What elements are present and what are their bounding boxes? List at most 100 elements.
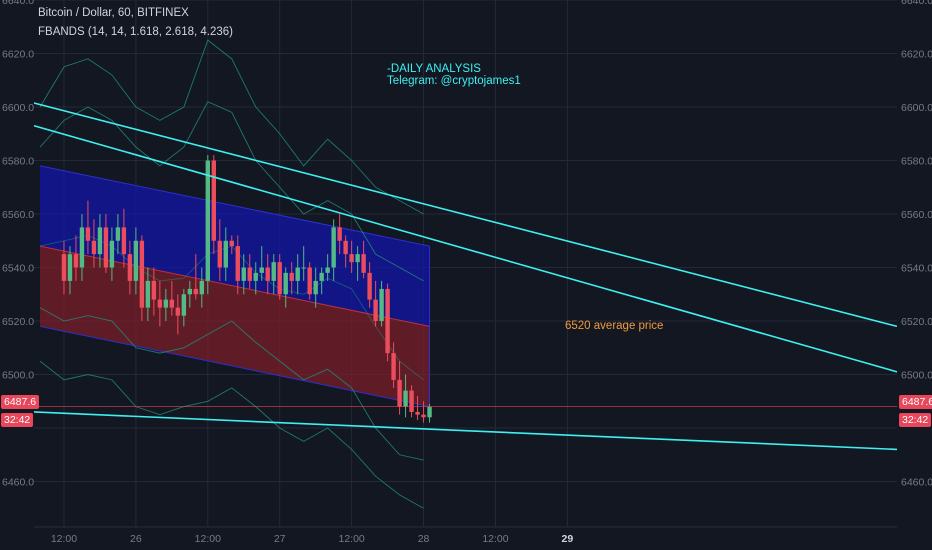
candle-body bbox=[229, 240, 234, 247]
candle bbox=[307, 262, 312, 300]
fband-line-lower1 bbox=[39, 307, 424, 461]
candle bbox=[103, 214, 109, 273]
candle bbox=[109, 227, 115, 281]
candle bbox=[67, 246, 73, 295]
annotation-daily-analysis: -DAILY ANALYSIS bbox=[387, 63, 481, 75]
trendline-1 bbox=[33, 102, 898, 328]
candle bbox=[379, 280, 384, 327]
regression-channel-lower bbox=[39, 246, 430, 407]
candle bbox=[373, 280, 378, 327]
candle bbox=[277, 254, 282, 300]
y-tick-label-left: 6620.0 bbox=[2, 49, 34, 61]
fband-line-upper2 bbox=[39, 39, 424, 215]
candle-body bbox=[313, 280, 318, 295]
candle-body bbox=[367, 272, 372, 300]
candle bbox=[421, 401, 426, 423]
candle-body bbox=[391, 353, 396, 380]
candle bbox=[151, 267, 157, 316]
candle-body bbox=[295, 267, 300, 281]
candle-body bbox=[97, 227, 103, 255]
y-tick-label-right: 6500.0 bbox=[901, 370, 932, 382]
candle-body bbox=[403, 390, 408, 407]
candle-body bbox=[361, 254, 366, 273]
candle-body bbox=[151, 280, 157, 300]
candle bbox=[73, 235, 79, 281]
regression-channel-bottom-edge bbox=[39, 325, 430, 408]
candle bbox=[229, 235, 234, 255]
candle-body bbox=[67, 254, 73, 281]
candle-body bbox=[169, 299, 175, 308]
candle-body bbox=[79, 227, 85, 268]
candle-body bbox=[277, 262, 282, 295]
annotation-telegram: Telegram: @cryptojames1 bbox=[387, 75, 521, 87]
candle bbox=[163, 288, 169, 322]
candle-body bbox=[241, 267, 246, 281]
candle-body bbox=[373, 299, 378, 322]
candle bbox=[205, 155, 210, 295]
candle-body bbox=[127, 254, 133, 281]
candle-body bbox=[427, 406, 432, 418]
candle bbox=[271, 254, 276, 295]
candle bbox=[343, 235, 348, 268]
candle bbox=[97, 214, 103, 268]
regression-channel-upper bbox=[39, 165, 430, 327]
y-tick-label-right: 6640.0 bbox=[901, 0, 932, 7]
candle bbox=[193, 254, 199, 300]
y-tick-label-left: 6600.0 bbox=[2, 102, 34, 114]
candle-body bbox=[265, 267, 270, 281]
candle bbox=[187, 280, 193, 308]
candle bbox=[331, 219, 336, 281]
y-tick-label-right: 6520.0 bbox=[901, 316, 932, 328]
candle-body bbox=[103, 227, 109, 268]
indicator-label[interactable]: FBANDS (14, 14, 1.618, 2.618, 4.236) bbox=[38, 26, 233, 38]
candle-body bbox=[199, 280, 205, 295]
candle bbox=[427, 403, 432, 423]
candle bbox=[361, 240, 366, 279]
candle-body bbox=[271, 262, 276, 281]
y-tick-label-left: 6540.0 bbox=[2, 263, 34, 275]
candle bbox=[115, 214, 121, 255]
candle-body bbox=[61, 254, 67, 281]
timer-tag-left: 32:42 bbox=[1, 413, 34, 427]
candle bbox=[217, 219, 222, 281]
candle bbox=[289, 262, 294, 295]
candle-body bbox=[379, 288, 384, 322]
candle bbox=[409, 385, 414, 418]
x-tick-label: 29 bbox=[562, 533, 574, 545]
candle bbox=[133, 227, 139, 295]
candle-body bbox=[181, 294, 187, 316]
y-tick-label-right: 6580.0 bbox=[901, 156, 932, 168]
candle-body bbox=[193, 288, 199, 295]
price-tag-right: 6487.6 bbox=[899, 395, 932, 409]
candle bbox=[391, 342, 396, 388]
y-tick-label-left: 6500.0 bbox=[2, 370, 34, 382]
y-tick-label-right: 6460.0 bbox=[901, 477, 932, 489]
candle bbox=[145, 267, 151, 322]
y-tick-label-right: 6540.0 bbox=[901, 263, 932, 275]
candle-body bbox=[133, 240, 139, 281]
candle bbox=[79, 214, 85, 281]
fband-line-upper1 bbox=[39, 101, 424, 282]
candle-body bbox=[175, 307, 181, 316]
candle-body bbox=[325, 267, 330, 273]
annotation-average-price: 6520 average price bbox=[565, 320, 664, 332]
regression-channel-top-edge bbox=[39, 165, 430, 247]
candle bbox=[403, 374, 408, 418]
candle bbox=[127, 240, 133, 295]
candle bbox=[301, 246, 306, 281]
candle bbox=[211, 155, 216, 255]
candle-body bbox=[247, 267, 252, 281]
candle-body bbox=[319, 272, 324, 281]
candle bbox=[241, 254, 246, 295]
candle bbox=[319, 267, 324, 295]
candle bbox=[325, 254, 330, 281]
candle bbox=[313, 267, 318, 308]
x-tick-label: 12:00 bbox=[195, 533, 221, 545]
candle-body bbox=[217, 240, 222, 268]
candle-body bbox=[187, 288, 193, 295]
candle-body bbox=[289, 272, 294, 281]
candle bbox=[265, 254, 270, 295]
trendline-2 bbox=[33, 124, 898, 373]
